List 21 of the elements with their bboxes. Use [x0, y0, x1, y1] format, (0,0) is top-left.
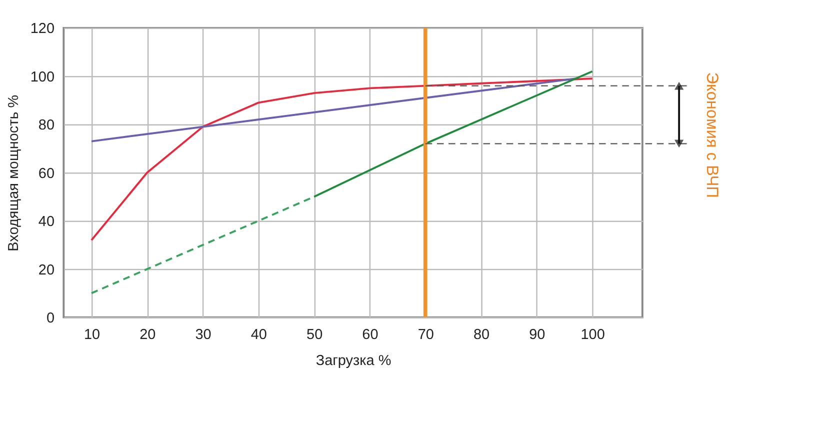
- y-tick-label: 100: [30, 69, 54, 86]
- y-tick-label: 120: [30, 21, 54, 38]
- y-tick-label: 80: [38, 118, 54, 134]
- x-tick-label: 70: [418, 327, 434, 344]
- x-tick-label: 60: [362, 327, 378, 344]
- y-tick-label: 20: [38, 262, 54, 278]
- y-axis-title: Входящая мощность %: [6, 94, 22, 252]
- x-tick-label: 20: [140, 327, 156, 344]
- x-axis-title: Загрузка %: [316, 353, 392, 370]
- x-tick-label: 100: [580, 327, 605, 344]
- x-tick-label: 10: [84, 327, 100, 344]
- line-series: [90, 78, 594, 242]
- y-tick-label: 0: [46, 310, 54, 327]
- y-tick-label: 60: [38, 166, 54, 182]
- x-tick-label: 50: [306, 327, 323, 344]
- x-tick-label: 40: [250, 327, 267, 344]
- x-tick-label: 80: [473, 327, 490, 344]
- x-tick-label: 30: [195, 327, 212, 344]
- text: Экономия с ВЧП: [703, 72, 722, 198]
- y-tick-label: 40: [38, 214, 54, 230]
- x-tick-label: 90: [529, 327, 546, 344]
